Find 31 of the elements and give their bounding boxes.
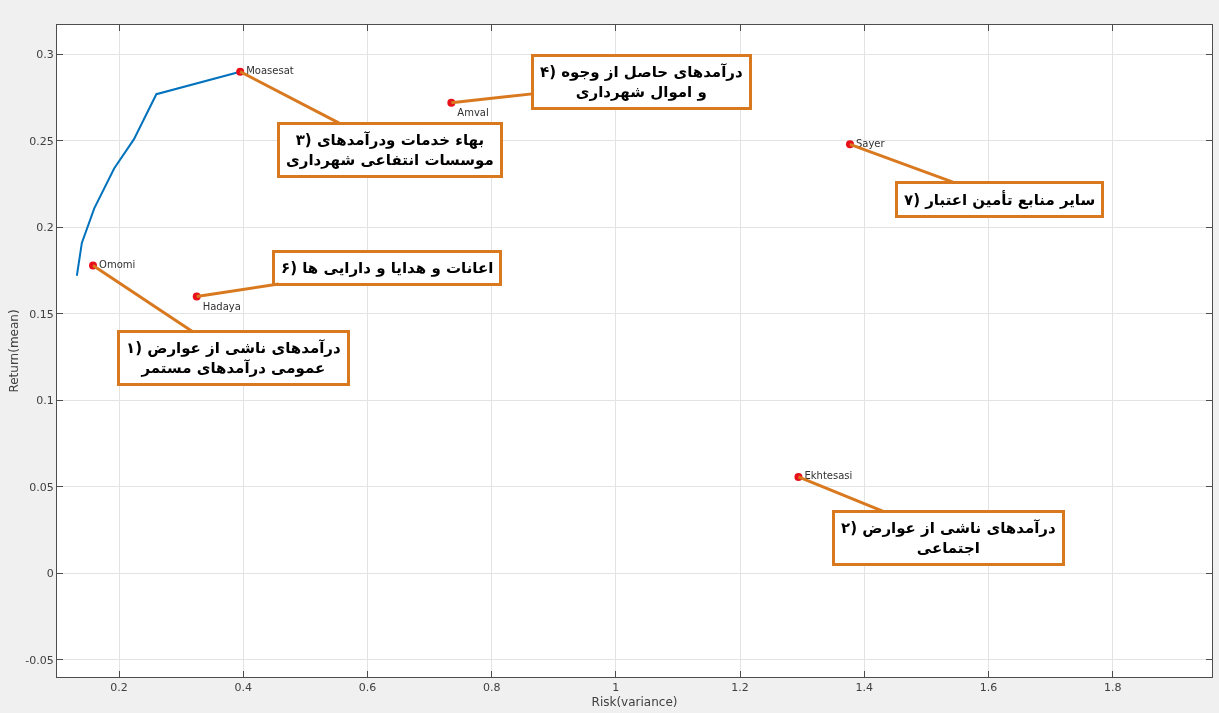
- series-label: Ekhtesasi: [804, 470, 853, 482]
- x-tick-label: 1.4: [855, 681, 874, 695]
- y-tick-label: 0.15: [29, 307, 54, 321]
- y-tick-label: 0: [46, 567, 54, 581]
- series-label: Amval: [457, 107, 489, 119]
- series-label: Omomi: [99, 258, 136, 270]
- annotation: ۳) بهاء خدمات ودرآمدهای موسسات انتفاعی شهرداری: [286, 131, 494, 169]
- annotation: ۶) اعانات و هدایا و دارایی ها: [281, 259, 494, 277]
- y-tick-label: 0.1: [36, 394, 54, 408]
- series-label: Hadaya: [202, 301, 241, 313]
- x-tick-label: 0.6: [358, 681, 377, 695]
- x-tick-label: 1.2: [731, 681, 749, 695]
- annotation: ۱) درآمدهای ناشی از عوارض عمومی درآمدهای مستمر: [126, 339, 341, 377]
- y-tick-label: 0.05: [29, 480, 54, 494]
- x-axis-title: Risk(variance): [591, 695, 678, 710]
- series-label: Sayer: [855, 137, 886, 149]
- y-tick-label: -0.05: [25, 653, 54, 667]
- y-tick-label: 0.3: [36, 48, 54, 62]
- annotation: ۴) درآمدهای حاصل از وجوه و اموال شهرداری: [540, 63, 743, 101]
- y-tick-label: 0.25: [29, 134, 54, 148]
- y-tick-label: 0.2: [36, 221, 54, 235]
- annotation: ۷) سایر منابع تأمین اعتبار: [904, 190, 1096, 209]
- x-tick-label: 1: [612, 681, 620, 695]
- x-tick-label: 0.2: [110, 681, 128, 695]
- x-tick-label: 1.6: [979, 681, 998, 695]
- series-label: Moasesat: [246, 65, 294, 77]
- y-axis-title: Return(mean): [6, 309, 21, 393]
- x-tick-label: 1.8: [1103, 681, 1122, 695]
- x-tick-label: 0.8: [482, 681, 501, 695]
- x-tick-label: 0.4: [234, 681, 253, 695]
- annotation: ۲) درآمدهای ناشی از عوارض اجتماعی: [841, 519, 1056, 557]
